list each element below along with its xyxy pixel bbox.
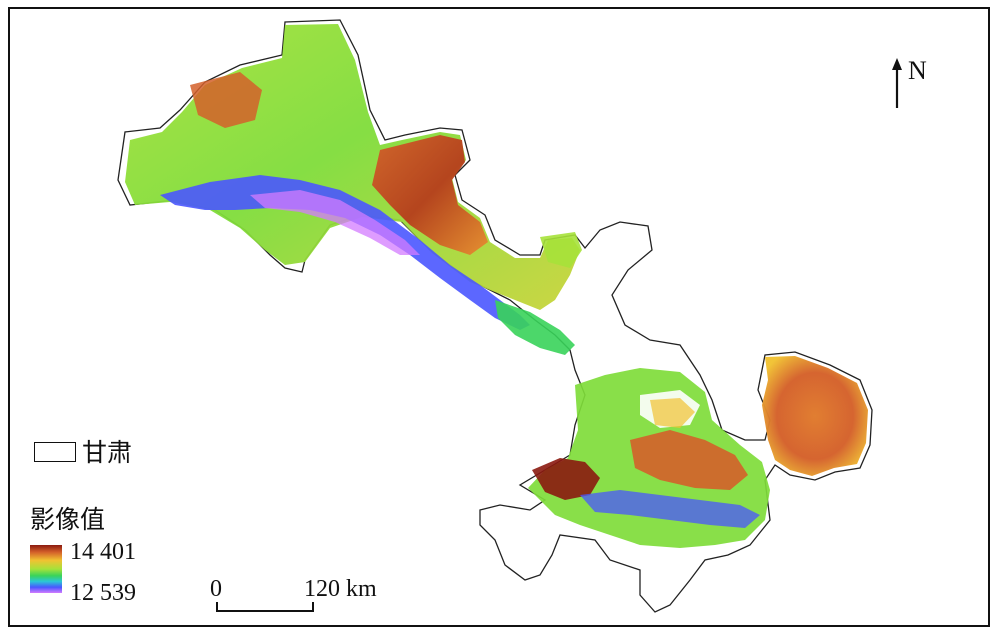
- scale-max-label: 120 km: [304, 576, 377, 602]
- raster-low-purple: [250, 190, 420, 255]
- raster-south-high: [630, 430, 748, 490]
- raster-south-dark: [532, 458, 600, 500]
- raster-layer: [125, 24, 868, 548]
- raster-corridor-green: [495, 300, 575, 355]
- raster-small-green: [540, 232, 582, 268]
- boundary-legend-label: 甘肃: [82, 438, 133, 467]
- raster-high-band: [372, 135, 488, 255]
- boundary-legend-swatch: [34, 442, 76, 462]
- north-label: N: [908, 56, 927, 85]
- scale-zero-label: 0: [210, 576, 222, 602]
- max-value-label: 14 401: [70, 539, 136, 565]
- color-ramp: [30, 545, 62, 593]
- raster-north-plateau: [125, 24, 580, 310]
- scale-bar: [216, 602, 314, 612]
- min-value-label: 12 539: [70, 580, 136, 606]
- raster-south-blue: [580, 490, 760, 528]
- value-legend-title: 影像值: [30, 505, 106, 534]
- raster-east-block: [762, 356, 868, 476]
- north-arrow-icon: [892, 58, 902, 108]
- raster-south-yellow: [650, 398, 695, 428]
- raster-northwest-high: [190, 72, 262, 128]
